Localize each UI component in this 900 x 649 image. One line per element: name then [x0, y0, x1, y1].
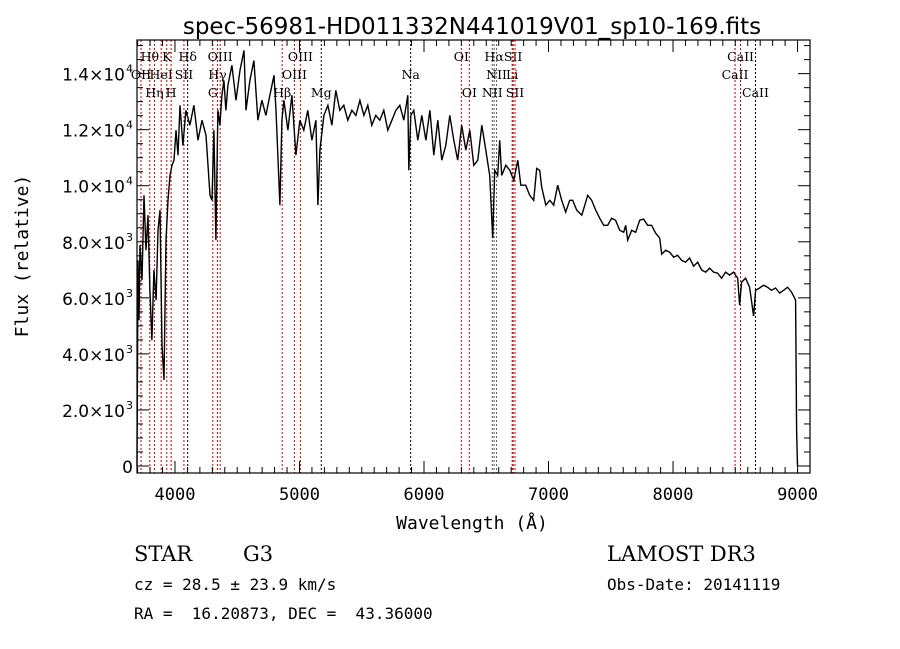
marker-label: OIII [288, 49, 313, 64]
marker-label: SII [504, 49, 523, 64]
marker-label: OII [131, 67, 151, 82]
y-axis-label: Flux (relative) [12, 175, 33, 338]
marker-label: HeI [150, 67, 173, 82]
y-tick-exponent: 4 [126, 175, 133, 188]
marker-label: SII [175, 67, 194, 82]
y-tick-mantissa: 0 [122, 458, 133, 478]
survey-name: LAMOST DR3 [607, 542, 756, 566]
y-tick-label: 4.0×10 [62, 346, 125, 366]
y-tick-label: 1.2×10 [62, 122, 125, 142]
y-tick-exponent: 3 [126, 399, 133, 412]
x-tick-label: 8000 [653, 485, 694, 505]
y-tick-exponent: 3 [126, 231, 133, 244]
marker-label: Hα [484, 49, 504, 64]
coordinates: RA = 16.20873, DEC = 43.36000 [134, 604, 433, 623]
marker-label: NII [482, 85, 503, 100]
y-tick-mantissa: 4.0×10 [62, 346, 125, 366]
marker-label: K [162, 49, 172, 64]
y-tick-label: 6.0×10 [62, 290, 125, 310]
marker-label: OIII [282, 67, 307, 82]
y-tick-mantissa: 6.0×10 [62, 290, 125, 310]
marker-label: G [208, 85, 218, 100]
x-tick-label: 4000 [155, 485, 196, 505]
y-tick-mantissa: 8.0×10 [62, 234, 125, 254]
x-tick-label: 9000 [777, 485, 818, 505]
marker-label: Mg [311, 85, 332, 100]
marker-label: Na [401, 67, 420, 82]
y-tick-mantissa: 1.4×10 [62, 66, 125, 86]
y-tick-mantissa: 2.0×10 [62, 402, 125, 422]
series-spectrum [136, 50, 799, 467]
marker-label: Hβ [273, 85, 291, 100]
marker-label: Hγ [208, 67, 226, 82]
spectrum-line [136, 50, 799, 467]
marker-label: NII [486, 67, 507, 82]
y-tick-label: 1.0×10 [62, 178, 125, 198]
y-tick-label: 8.0×10 [62, 234, 125, 254]
y-tick-exponent: 3 [126, 287, 133, 300]
marker-label: OI [454, 49, 469, 64]
marker-label: CaII [727, 49, 754, 64]
y-tick-mantissa: 1.2×10 [62, 122, 125, 142]
x-tick-label: 5000 [279, 485, 320, 505]
marker-label: Li [506, 67, 518, 82]
x-tick-label: 7000 [528, 485, 569, 505]
marker-label: H [166, 85, 177, 100]
marker-label: Hθ [141, 49, 159, 64]
object-class: STAR [134, 542, 193, 566]
chart-title: spec-56981-HD011332N441019V01_sp10-169.f… [183, 14, 761, 40]
marker-label: CaII [722, 67, 749, 82]
object-subclass: G3 [243, 542, 273, 566]
y-tick-label: 2.0×10 [62, 402, 125, 422]
x-tick-label: 6000 [404, 485, 445, 505]
y-tick-exponent: 4 [126, 63, 133, 76]
x-axis-label: Wavelength (Å) [396, 512, 548, 534]
redshift-text: cz = 28.5 ± 23.9 km/s [134, 575, 336, 594]
marker-label: CaII [742, 85, 769, 100]
marker-label: OIII [208, 49, 233, 64]
marker-label: SII [506, 85, 525, 100]
y-tick-label: 0 [122, 458, 133, 478]
y-tick-label: 1.4×10 [62, 66, 125, 86]
marker-label: OI [462, 85, 477, 100]
obs-date: Obs-Date: 20141119 [607, 575, 780, 594]
plot-frame [136, 39, 811, 474]
y-tick-mantissa: 1.0×10 [62, 178, 125, 198]
marker-label: Hδ [178, 49, 196, 64]
marker-label: Hη [145, 85, 163, 100]
y-tick-exponent: 4 [126, 119, 133, 132]
y-tick-exponent: 3 [126, 343, 133, 356]
